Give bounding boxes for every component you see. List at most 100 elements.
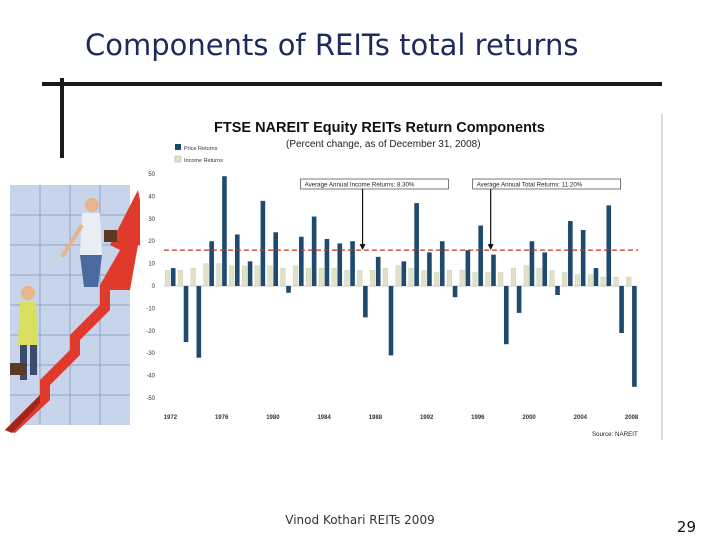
income-return-bar bbox=[446, 270, 452, 287]
price-return-bar bbox=[247, 261, 253, 286]
legend-label-income: Income Returns bbox=[184, 158, 223, 164]
price-return-bar bbox=[529, 241, 535, 286]
bars-group bbox=[165, 176, 637, 387]
chart-source: Source: NAREIT bbox=[592, 431, 638, 438]
title-rule-vertical bbox=[60, 78, 64, 158]
returns-chart: FTSE NAREIT Equity REITs Return Componen… bbox=[140, 110, 670, 440]
income-return-bar bbox=[177, 270, 183, 287]
income-return-bar bbox=[216, 263, 222, 287]
price-return-bar bbox=[427, 252, 432, 286]
y-tick-label: -50 bbox=[146, 396, 155, 402]
income-return-bar bbox=[549, 270, 555, 287]
price-return-bar bbox=[299, 236, 304, 286]
price-return-bar bbox=[337, 243, 343, 286]
price-return-bar bbox=[363, 286, 368, 318]
x-axis: 1972 1976 1980 1984 1988 1992 1996 2000 2004 2008 bbox=[164, 415, 639, 421]
income-return-bar bbox=[229, 265, 235, 287]
income-return-bar bbox=[190, 267, 196, 287]
price-return-bar bbox=[593, 268, 599, 286]
businessmen-climbing-illustration bbox=[5, 185, 150, 433]
annotation-text: Average Annual Income Returns: 8.30% bbox=[305, 181, 415, 188]
income-return-bar bbox=[421, 270, 427, 287]
price-return-bar bbox=[350, 241, 355, 286]
income-return-bar bbox=[459, 270, 465, 287]
price-return-bar bbox=[196, 286, 202, 358]
price-return-bar bbox=[568, 221, 573, 286]
income-return-bar bbox=[318, 267, 324, 287]
price-return-bar bbox=[542, 252, 548, 286]
y-tick-label: -30 bbox=[146, 351, 155, 357]
y-tick-label: 0 bbox=[152, 284, 156, 290]
y-tick-label: 30 bbox=[148, 217, 155, 223]
income-return-bar bbox=[382, 267, 388, 287]
income-return-bar bbox=[357, 270, 363, 287]
income-return-bar bbox=[587, 274, 593, 287]
chart-title: FTSE NAREIT Equity REITs Return Componen… bbox=[214, 120, 545, 136]
y-tick-label: 20 bbox=[148, 239, 155, 245]
income-return-bar bbox=[600, 276, 606, 287]
price-return-bar bbox=[606, 205, 612, 286]
price-return-bar bbox=[234, 234, 240, 286]
price-return-bar bbox=[465, 250, 471, 286]
income-return-bar bbox=[293, 265, 299, 287]
income-return-bar bbox=[626, 276, 632, 287]
x-tick-label: 2000 bbox=[522, 415, 536, 421]
income-return-bar bbox=[485, 272, 491, 287]
title-rule-horizontal bbox=[42, 82, 662, 86]
income-return-bar bbox=[536, 267, 542, 287]
income-return-bar bbox=[267, 265, 273, 287]
price-return-bar bbox=[222, 176, 227, 286]
y-tick-label: 40 bbox=[148, 194, 155, 200]
businessman-lower bbox=[10, 286, 38, 380]
price-return-bar bbox=[478, 225, 483, 286]
income-return-bar bbox=[254, 265, 260, 287]
y-tick-label: -40 bbox=[146, 374, 155, 380]
slide-title: Components of REITs total returns bbox=[85, 28, 579, 62]
income-return-bar bbox=[575, 274, 581, 287]
y-tick-label: 50 bbox=[148, 172, 155, 178]
income-return-bar bbox=[511, 267, 516, 287]
income-return-bar bbox=[370, 270, 376, 287]
price-return-bar bbox=[183, 286, 189, 342]
price-return-bar bbox=[401, 261, 407, 286]
price-return-bar bbox=[324, 238, 330, 286]
price-return-bar bbox=[439, 241, 445, 286]
price-return-bar bbox=[375, 256, 381, 286]
legend-swatch-income bbox=[174, 155, 182, 163]
price-return-bar bbox=[170, 268, 176, 286]
legend-label-price: Price Returns bbox=[184, 146, 218, 152]
income-return-bar bbox=[203, 263, 209, 287]
legend-swatch-price bbox=[175, 144, 181, 150]
income-return-bar bbox=[408, 267, 414, 287]
x-tick-label: 1996 bbox=[471, 415, 485, 421]
income-return-bar bbox=[395, 265, 401, 287]
price-return-bar bbox=[388, 286, 394, 356]
price-return-bar bbox=[273, 232, 279, 286]
price-return-bar bbox=[555, 286, 560, 295]
price-return-bar bbox=[491, 254, 496, 286]
income-return-bar bbox=[331, 267, 337, 287]
income-return-bar bbox=[306, 267, 311, 287]
annotation-arrowhead bbox=[359, 244, 366, 251]
price-return-bar bbox=[311, 216, 317, 286]
income-return-bar bbox=[344, 270, 350, 287]
price-return-bar bbox=[503, 286, 509, 345]
x-tick-label: 1972 bbox=[164, 415, 178, 421]
annotation-box bbox=[300, 178, 449, 190]
price-return-bar bbox=[580, 230, 586, 286]
annotations-group: Average Annual Income Returns: 8.30% Aver… bbox=[300, 178, 621, 251]
price-return-bar bbox=[632, 286, 637, 387]
income-return-bar bbox=[562, 272, 568, 287]
y-tick-label: -10 bbox=[146, 306, 155, 312]
income-return-bar bbox=[280, 267, 286, 287]
x-tick-label: 1980 bbox=[266, 415, 280, 421]
chart-subtitle: (Percent change, as of December 31, 2008… bbox=[286, 139, 481, 150]
x-tick-label: 2004 bbox=[574, 415, 588, 421]
price-return-bar bbox=[260, 200, 266, 286]
x-tick-label: 1992 bbox=[420, 415, 434, 421]
income-return-bar bbox=[165, 270, 171, 287]
annotation-text: Average Annual Total Returns: 11.20% bbox=[477, 181, 583, 188]
x-tick-label: 1988 bbox=[369, 415, 383, 421]
businessman-upper bbox=[60, 198, 117, 287]
annotation-arrowhead bbox=[487, 244, 494, 251]
